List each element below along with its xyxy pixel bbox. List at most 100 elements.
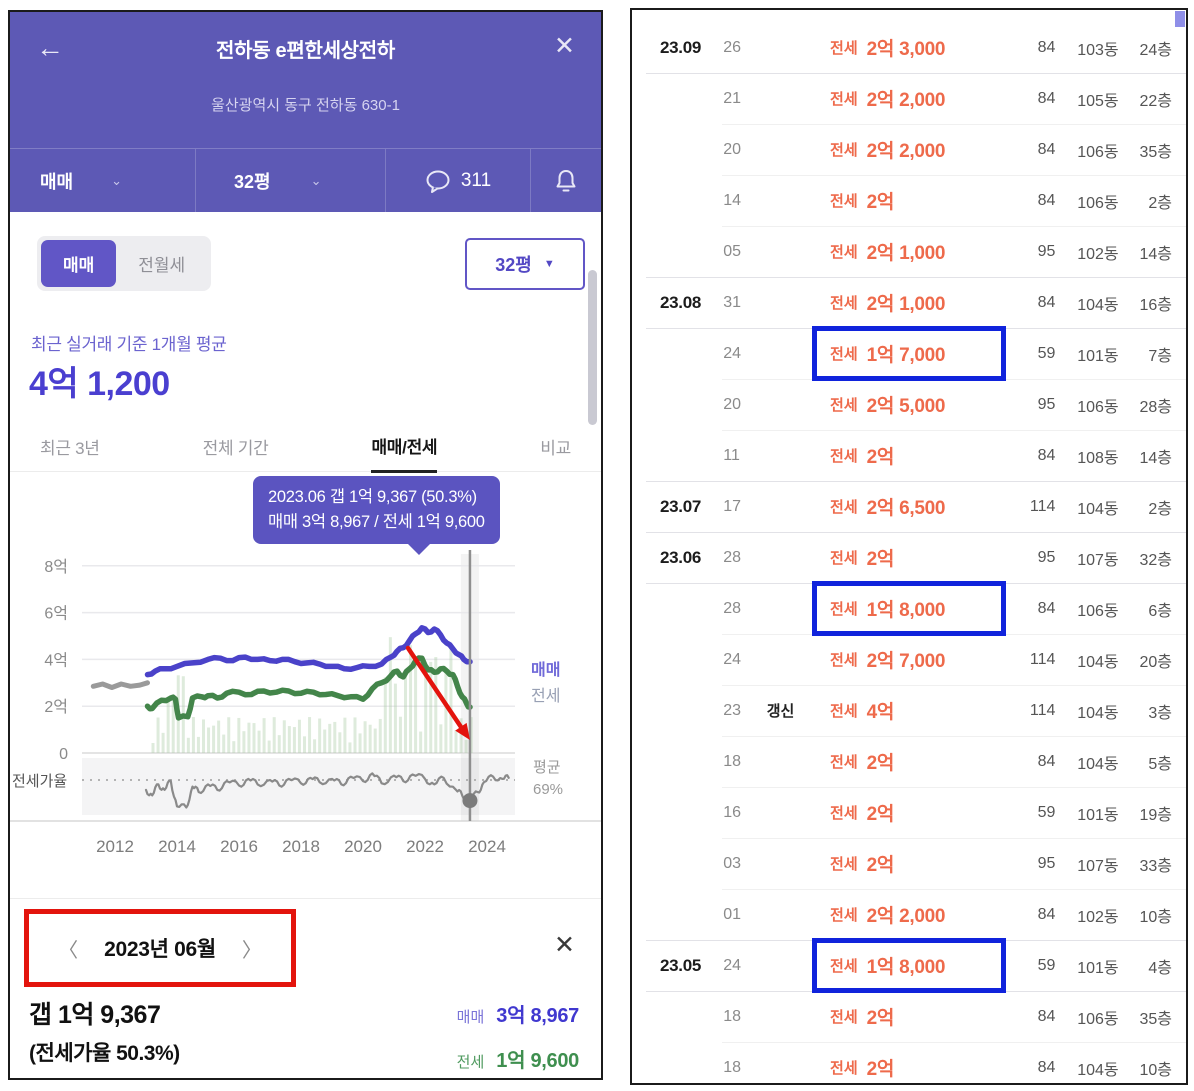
tx-building: 106동 bbox=[1077, 398, 1119, 416]
ratio-marker-dot bbox=[462, 793, 478, 809]
left-panel-scrollbar[interactable] bbox=[588, 270, 597, 425]
selected-month: 2023년 06월 bbox=[104, 938, 216, 961]
apartment-title: 전하동 e편한세상전하 bbox=[216, 39, 395, 62]
tx-building: 106동 bbox=[1077, 143, 1119, 161]
transaction-row[interactable]: 20 전세 2억 2,000 84 106동 35층 bbox=[632, 124, 1186, 175]
row-divider bbox=[646, 277, 1186, 278]
tx-price-value: 2억 bbox=[866, 447, 895, 468]
toggle-maemae-button[interactable]: 매매 bbox=[41, 240, 117, 287]
volume-bar bbox=[459, 718, 463, 753]
volume-bar bbox=[429, 661, 433, 753]
transaction-row[interactable]: 05 전세 2억 1,000 95 102동 14층 bbox=[632, 226, 1186, 277]
tx-floor: 10층 bbox=[1139, 908, 1172, 926]
volume-bar bbox=[328, 723, 332, 753]
x-axis-tick: 2020 bbox=[344, 837, 382, 856]
transaction-row[interactable]: 28 전세 1억 8,000 84 106동 6층 bbox=[632, 581, 1186, 636]
transaction-row[interactable]: 18 전세 2억 84 104동 5층 bbox=[632, 736, 1186, 787]
volume-bar bbox=[151, 743, 155, 753]
transaction-row[interactable]: 18 전세 2억 84 104동 10층 bbox=[632, 1042, 1186, 1083]
right-panel-scrollbar[interactable] bbox=[1175, 11, 1185, 27]
volume-bar bbox=[262, 718, 266, 753]
tx-price: 전세 2억 bbox=[824, 787, 1010, 838]
toggle-jeonwolse-button[interactable]: 전월세 bbox=[138, 256, 186, 275]
tx-building: 107동 bbox=[1077, 551, 1119, 569]
volume-bar bbox=[333, 721, 337, 753]
volume-bar bbox=[368, 724, 372, 753]
tx-area: 59 bbox=[1037, 344, 1056, 362]
transaction-row[interactable]: 20 전세 2억 5,000 95 106동 28층 bbox=[632, 379, 1186, 430]
volume-bar bbox=[252, 723, 256, 753]
transaction-row[interactable]: 23 갱신 전세 4억 114 104동 3층 bbox=[632, 685, 1186, 736]
tx-deal-type: 전세 bbox=[830, 1060, 858, 1077]
tab-recent-3y[interactable]: 최근 3년 bbox=[40, 439, 100, 458]
tx-price-value: 2억 2,000 bbox=[866, 906, 946, 927]
tx-day: 26 bbox=[723, 38, 742, 56]
volume-bar bbox=[404, 670, 407, 753]
transaction-row[interactable]: 16 전세 2억 59 101동 19층 bbox=[632, 787, 1186, 838]
tx-building: 104동 bbox=[1077, 500, 1119, 518]
size-dropdown[interactable]: 32평 ⌄ bbox=[195, 149, 385, 212]
transaction-row[interactable]: 03 전세 2억 95 107동 33층 bbox=[632, 838, 1186, 889]
chart-period-tabs: 최근 3년 전체 기간 매매/전세 비교 bbox=[10, 425, 601, 473]
transaction-row[interactable]: 01 전세 2억 2,000 84 102동 10층 bbox=[632, 889, 1186, 940]
tx-price-value: 2억 bbox=[866, 549, 895, 570]
pre-2013-line bbox=[90, 680, 150, 690]
back-icon[interactable]: ← bbox=[36, 32, 64, 63]
area-size-select[interactable]: 32평 ▼ bbox=[465, 238, 585, 290]
x-axis-tick: 2012 bbox=[96, 837, 134, 856]
tx-building: 106동 bbox=[1077, 194, 1119, 212]
tx-floor: 19층 bbox=[1139, 806, 1172, 824]
transaction-row[interactable]: 24 전세 2억 7,000 114 104동 20층 bbox=[632, 634, 1186, 685]
transaction-row[interactable]: 18 전세 2억 84 106동 35층 bbox=[632, 991, 1186, 1042]
ratio-subchart-band bbox=[82, 758, 515, 815]
legend-maemae: 매매 bbox=[531, 661, 560, 679]
tx-floor: 6층 bbox=[1148, 602, 1172, 620]
transaction-row[interactable]: 21 전세 2억 2,000 84 105동 22층 bbox=[632, 73, 1186, 124]
tx-price: 전세 2억 2,000 bbox=[824, 124, 1010, 175]
tx-deal-type: 전세 bbox=[830, 40, 858, 57]
tx-day: 18 bbox=[723, 1058, 742, 1076]
transaction-row[interactable]: 11 전세 2억 84 108동 14층 bbox=[632, 430, 1186, 481]
tx-area: 95 bbox=[1037, 854, 1056, 872]
volume-bar bbox=[353, 717, 357, 753]
transaction-row[interactable]: 23.07 17 전세 2억 6,500 114 104동 2층 bbox=[632, 481, 1186, 532]
tx-price-value: 1억 7,000 bbox=[866, 345, 946, 366]
tx-deal-type: 전세 bbox=[830, 499, 858, 516]
gap-value: 갭 1억 9,367 bbox=[29, 1001, 161, 1029]
volume-bar bbox=[434, 657, 438, 753]
tx-deal-type: 전세 bbox=[830, 805, 858, 822]
price-trend-chart[interactable]: 8억 6억 4억 2억 0 2012 2014 2016 2018 2020 2022 2024 매매 전… bbox=[10, 472, 601, 884]
transaction-row[interactable]: 23.05 24 전세 1억 8,000 59 101동 4층 bbox=[632, 938, 1186, 993]
month-detail-summary: 〈 2023년 06월 〉 ✕ 갭 1억 9,367 (전세가율 50.3%) … bbox=[10, 898, 601, 1078]
next-month-icon[interactable]: 〉 bbox=[241, 939, 262, 962]
notification-button[interactable] bbox=[530, 149, 601, 212]
tx-floor: 10층 bbox=[1139, 1061, 1172, 1079]
volume-bar bbox=[409, 645, 413, 753]
volume-bar bbox=[242, 731, 246, 753]
tx-building: 106동 bbox=[1077, 602, 1119, 620]
transaction-row[interactable]: 23.09 26 전세 2억 3,000 84 103동 24층 bbox=[632, 22, 1186, 73]
prev-month-icon[interactable]: 〈 bbox=[58, 939, 79, 962]
volume-bar bbox=[191, 717, 195, 753]
transaction-row[interactable]: 24 전세 1억 7,000 59 101동 7층 bbox=[632, 326, 1186, 381]
volume-bar bbox=[267, 740, 271, 753]
tx-building: 104동 bbox=[1077, 296, 1119, 314]
tab-maemae-jeonse[interactable]: 매매/전세 bbox=[371, 433, 438, 473]
tx-building: 101동 bbox=[1077, 806, 1119, 824]
volume-bar bbox=[272, 717, 276, 753]
volume-bar bbox=[212, 725, 216, 753]
volume-bar bbox=[419, 731, 423, 753]
close-icon[interactable]: ✕ bbox=[554, 32, 575, 60]
volume-bar bbox=[414, 663, 418, 753]
tooltip-line2: 매매 3억 8,967 / 전세 1억 9,600 bbox=[268, 512, 485, 531]
volume-bar bbox=[464, 739, 468, 753]
tab-compare[interactable]: 비교 bbox=[540, 439, 571, 458]
transaction-row[interactable]: 23.06 28 전세 2억 95 107동 32층 bbox=[632, 532, 1186, 583]
transaction-row[interactable]: 23.08 31 전세 2억 1,000 84 104동 16층 bbox=[632, 277, 1186, 328]
transaction-row[interactable]: 14 전세 2억 84 106동 2층 bbox=[632, 175, 1186, 226]
close-detail-icon[interactable]: ✕ bbox=[554, 931, 575, 959]
comments-button[interactable]: 311 bbox=[385, 149, 530, 212]
tab-all-period[interactable]: 전체 기간 bbox=[202, 439, 269, 458]
trade-type-dropdown[interactable]: 매매 ⌄ bbox=[10, 149, 195, 212]
tx-price: 전세 2억 bbox=[824, 532, 1010, 583]
